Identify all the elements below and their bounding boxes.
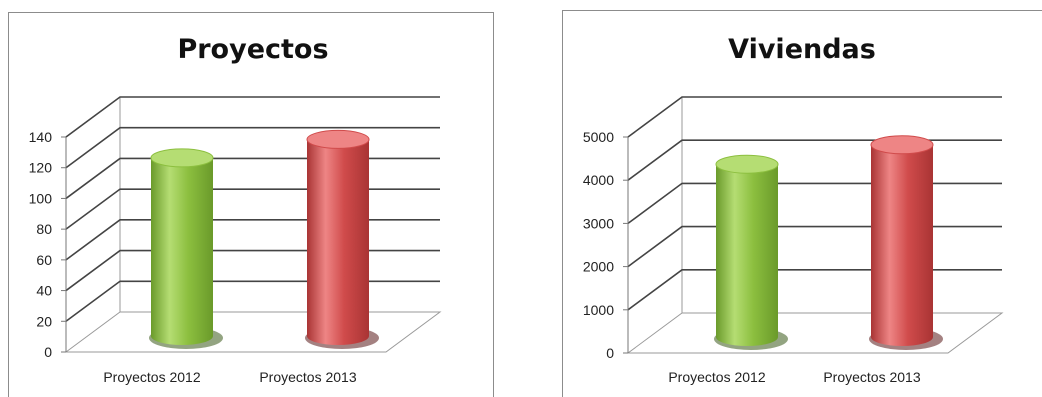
floor	[626, 312, 1004, 354]
y-tick-label: 60	[36, 252, 52, 268]
x-tick-label: Proyectos 2012	[103, 369, 200, 385]
x-tick-label: Proyectos 2013	[259, 369, 356, 385]
y-tick-label: 3000	[583, 215, 614, 231]
gridline	[65, 126, 440, 169]
gridline	[65, 96, 440, 138]
gridline	[627, 268, 1002, 311]
gridline	[65, 249, 440, 292]
floor	[64, 311, 442, 353]
gridline	[65, 219, 440, 261]
gridline	[65, 188, 440, 230]
bar-body	[716, 164, 778, 346]
x-tick-label: Proyectos 2013	[823, 369, 920, 385]
chart-frame	[562, 10, 1042, 397]
gridline	[65, 157, 440, 200]
y-tick-label: 5000	[583, 129, 614, 145]
y-tick-label: 40	[36, 283, 52, 299]
y-tick-label: 1000	[583, 302, 614, 318]
bar-top	[870, 135, 934, 155]
y-tick-label: 4000	[583, 172, 614, 188]
bar-proyectos-2013	[305, 129, 379, 349]
y-tick-label: 100	[29, 190, 53, 206]
bar-proyectos-2012	[149, 148, 223, 349]
y-tick-label: 0	[606, 345, 614, 361]
x-tick-label: Proyectos 2012	[668, 369, 765, 385]
y-tick-label: 2000	[583, 259, 614, 275]
chart-viviendas: Viviendas 0 1000 2000 3000 4000 5000 Proyectos…	[562, 0, 1042, 397]
chart-title: Proyectos	[177, 34, 329, 65]
bar-proyectos-2012	[714, 154, 788, 350]
y-tick-label: 120	[29, 160, 53, 176]
bar-proyectos-2013	[869, 135, 943, 350]
bar-top	[150, 148, 214, 168]
bar-top	[306, 129, 370, 149]
chart-title: Viviendas	[728, 34, 876, 65]
gridline	[627, 96, 1002, 138]
bar-body	[871, 144, 933, 346]
y-tick-label: 0	[44, 344, 52, 360]
plot-area: 0 1000 2000 3000 4000 5000 Proyectos 2012 Proye…	[583, 96, 1004, 385]
bar-body	[151, 157, 213, 345]
gridline	[627, 182, 1002, 225]
y-tick-label: 80	[36, 221, 52, 237]
chart-proyectos: Proyectos 0 20 40 60 80 100 120 140 Proyectos 20…	[0, 0, 494, 397]
gridline	[627, 139, 1002, 181]
chart-frame	[8, 12, 494, 397]
plot-area: 0 20 40 60 80 100 120 140 Proyectos 2012 Proyecto…	[29, 96, 442, 385]
gridline	[627, 225, 1002, 268]
bar-top	[715, 154, 779, 174]
y-tick-label: 20	[36, 313, 52, 329]
gridline	[65, 280, 440, 322]
y-tick-label: 140	[29, 129, 53, 145]
bar-body	[307, 139, 369, 345]
